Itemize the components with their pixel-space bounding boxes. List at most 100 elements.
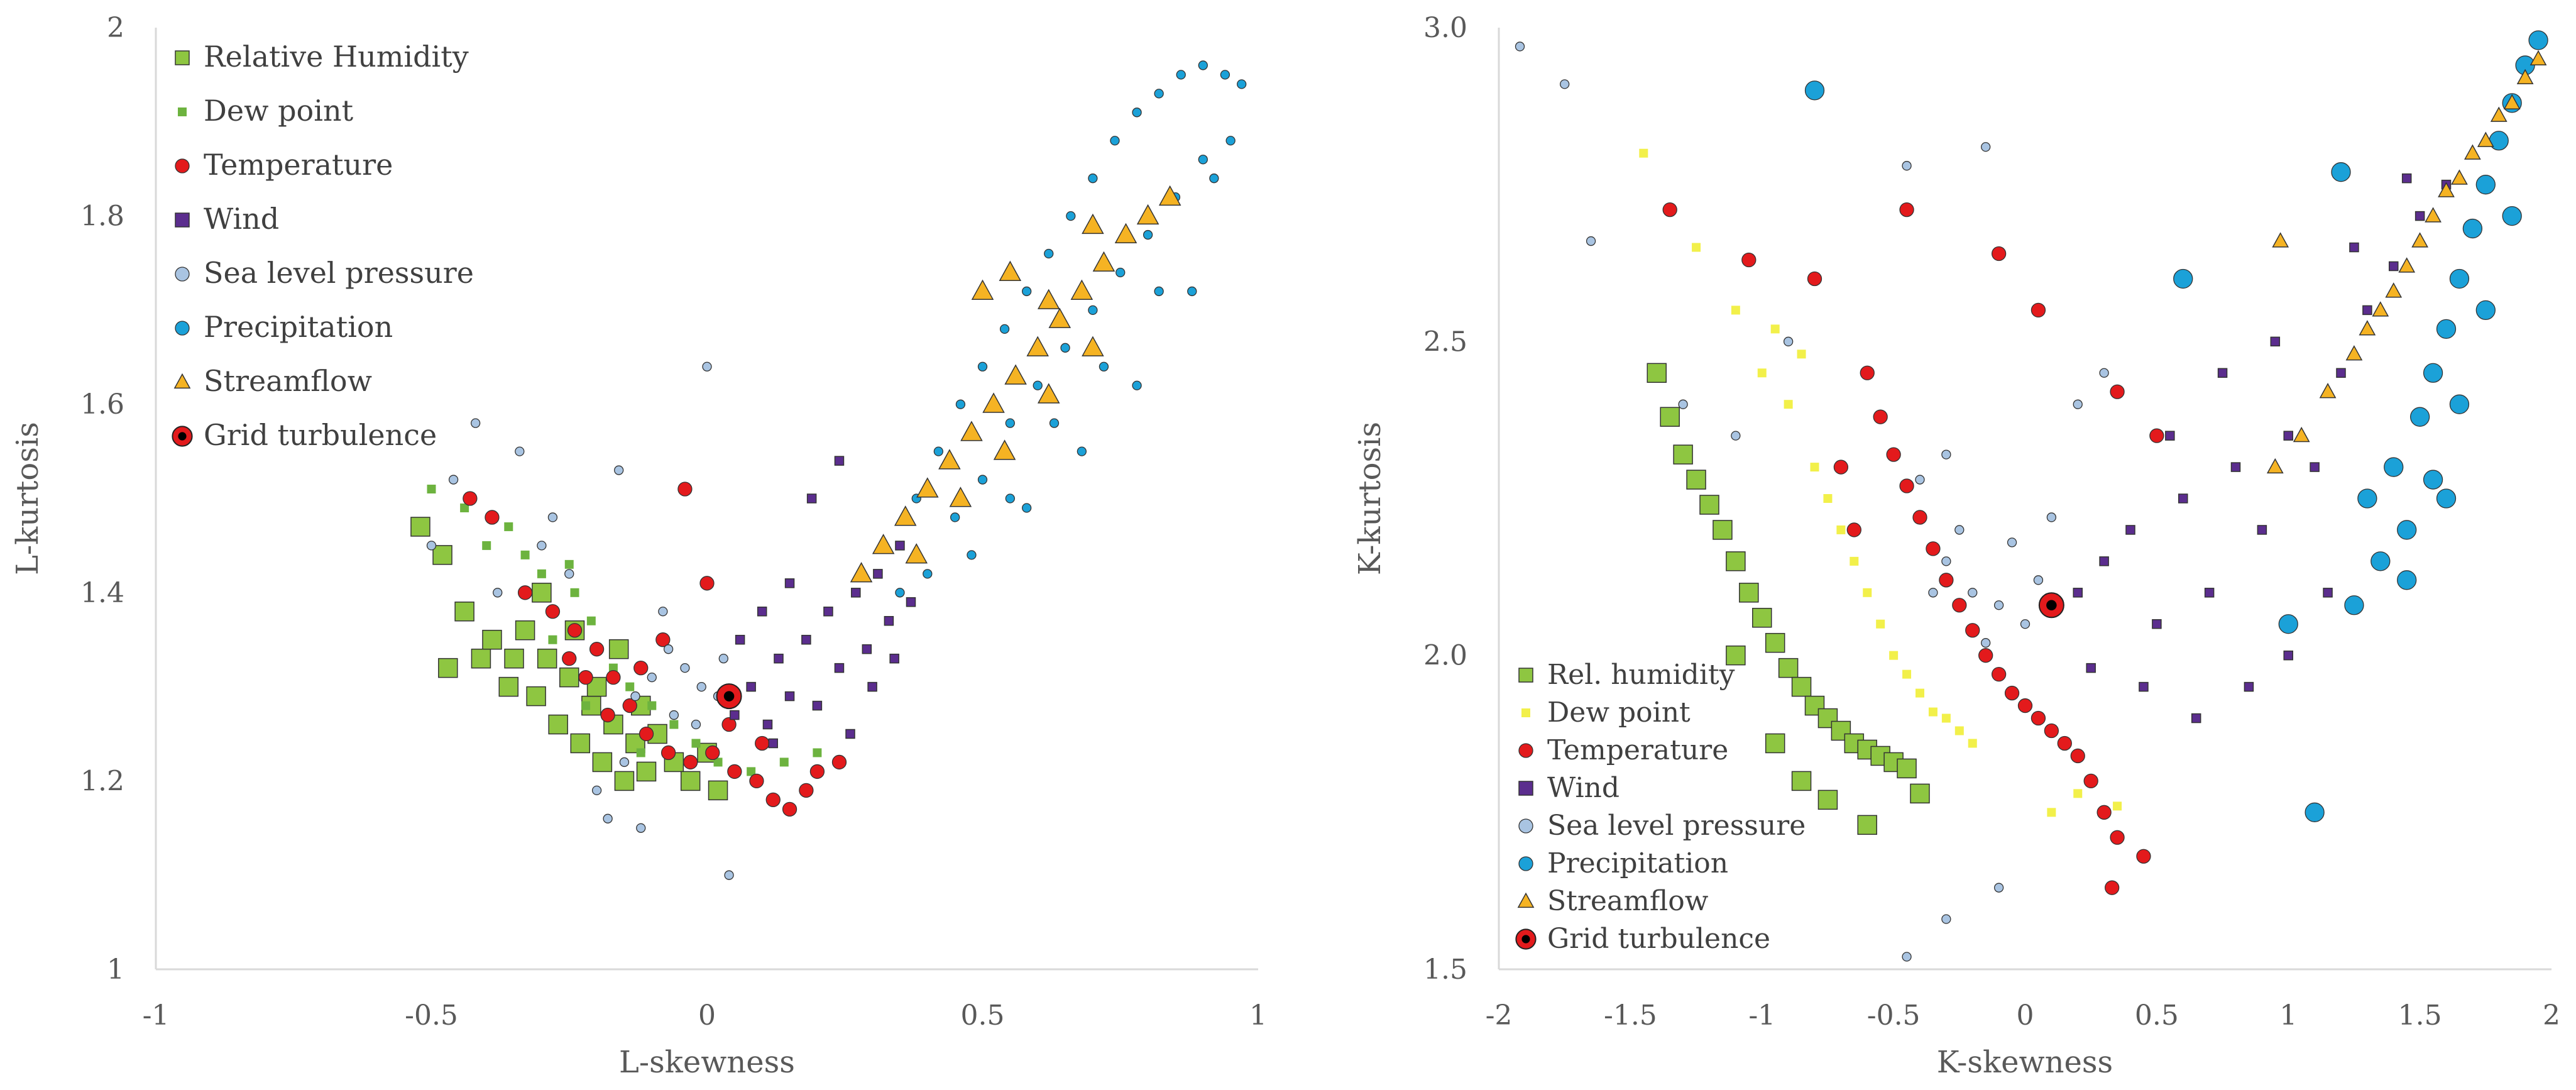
right-point <box>2217 368 2228 378</box>
left-series-4 <box>426 361 734 880</box>
left-point <box>630 691 640 702</box>
right-y-tick-label: 2.5 <box>1423 326 1467 358</box>
left-legend-marker <box>172 426 193 447</box>
left-point <box>586 616 596 625</box>
left-point <box>831 754 847 770</box>
right-point <box>1902 669 1912 679</box>
left-x-tick-label: -1 <box>143 999 170 1032</box>
right-legend-item: Sea level pressure <box>1518 810 1806 842</box>
left-series-7 <box>716 683 742 710</box>
right-x-tick-label: 1 <box>2279 999 2297 1032</box>
left-legend-item: Grid turbulence <box>172 418 437 452</box>
right-point <box>2516 69 2534 84</box>
left-point <box>1088 173 1098 184</box>
right-x-tick-label: 0.5 <box>2135 999 2179 1032</box>
left-point <box>1114 223 1137 244</box>
left-legend-label: Wind <box>204 202 279 236</box>
left-legend: Relative Humidity Dew point Temperature Win… <box>172 40 474 452</box>
right-point <box>2384 457 2404 477</box>
left-point <box>916 477 939 498</box>
right-y-tick-label: 3.0 <box>1423 12 1467 44</box>
right-point <box>2477 131 2494 147</box>
right-point <box>2017 698 2033 713</box>
right-x-tick-label: -0.5 <box>1867 999 1921 1032</box>
left-point <box>589 642 605 657</box>
left-point <box>619 757 630 768</box>
left-legend-marker <box>175 267 190 282</box>
left-point <box>784 578 795 588</box>
left-point <box>660 745 676 761</box>
right-point <box>1941 713 1951 723</box>
right-point <box>2178 493 2188 504</box>
left-point <box>1154 89 1164 99</box>
left-point <box>851 588 861 598</box>
left-point <box>779 757 789 767</box>
left-point <box>806 493 817 504</box>
right-point <box>2073 789 2083 798</box>
left-point <box>460 503 469 512</box>
left-y-axis-label: L-kurtosis <box>10 422 45 575</box>
right-point <box>1699 495 1719 515</box>
left-point <box>636 748 645 757</box>
right-legend-label: Sea level pressure <box>1547 810 1806 842</box>
right-y-axis-label: K-kurtosis <box>1352 422 1388 575</box>
right-legend-marker <box>1515 928 1537 950</box>
right-point <box>1899 478 1914 493</box>
left-point <box>1225 136 1236 146</box>
right-point <box>1810 463 1819 472</box>
left-legend-marker <box>175 158 190 173</box>
left-point <box>746 681 756 692</box>
left-point <box>1209 173 1219 184</box>
right-point <box>2345 345 2363 361</box>
right-point <box>1817 790 1838 810</box>
left-point <box>454 602 474 622</box>
left-point <box>1026 336 1049 356</box>
left-point <box>548 714 568 735</box>
left-point <box>708 780 728 801</box>
left-plot-area <box>155 28 1258 971</box>
left-point <box>1037 383 1060 404</box>
right-legend-label: Dew point <box>1547 696 1691 729</box>
right-point <box>1902 161 1912 171</box>
left-legend-label: Relative Humidity <box>204 40 469 74</box>
left-point <box>1115 267 1126 278</box>
right-y-tick-label: 1.5 <box>1423 954 1467 986</box>
chart-l-moments: -1 -0.5 0 0.5 1 1 1.2 1.4 1.6 1.8 2 L-skewness L-… <box>10 12 1267 1080</box>
right-legend-marker <box>1518 781 1533 796</box>
left-point <box>639 726 654 742</box>
left-point <box>532 583 552 603</box>
left-point <box>1037 289 1060 309</box>
right-point <box>2423 470 2443 490</box>
left-point <box>515 620 535 641</box>
right-point <box>1863 588 1872 597</box>
left-legend-item: Temperature <box>175 148 393 182</box>
right-series-0 <box>1647 363 1930 835</box>
right-point <box>1928 707 1937 717</box>
right-point <box>2401 173 2412 184</box>
left-point <box>1033 380 1043 390</box>
left-point <box>949 487 972 507</box>
right-series-7 <box>2038 592 2064 619</box>
left-series-2 <box>463 482 847 817</box>
left-point <box>784 691 795 702</box>
right-point <box>1836 525 1846 534</box>
left-point <box>647 672 657 683</box>
right-y-tick-labels: 1.5 2.0 2.5 3.0 <box>1423 12 1467 986</box>
right-legend-label: Temperature <box>1547 734 1728 766</box>
right-point <box>1783 336 1794 346</box>
right-point <box>1991 246 2007 261</box>
right-point <box>2113 801 2122 811</box>
right-point <box>2070 748 2085 764</box>
right-series-2 <box>1662 202 2164 895</box>
left-point <box>923 569 933 579</box>
left-point <box>768 738 778 749</box>
right-point <box>2204 588 2215 598</box>
right-point <box>2083 773 2098 789</box>
left-point <box>1048 307 1072 328</box>
left-point <box>1132 107 1142 118</box>
left-series-6 <box>850 185 1181 583</box>
right-point <box>1515 41 1525 52</box>
left-point <box>749 773 764 789</box>
right-point <box>1991 666 2007 682</box>
left-point <box>570 733 591 754</box>
